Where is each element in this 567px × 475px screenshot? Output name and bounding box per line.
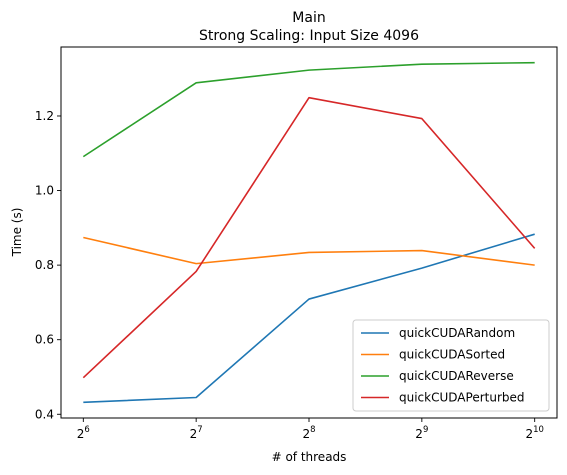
x-tick-label: 210 <box>525 425 543 441</box>
y-tick-label: 1.0 <box>35 184 54 198</box>
y-axis-label: Time (s) <box>10 208 24 258</box>
x-tick-label: 28 <box>302 425 315 441</box>
legend-box <box>352 319 550 412</box>
series-line-2 <box>83 236 535 266</box>
x-tick-label: 27 <box>190 425 203 441</box>
legend-label: quickCUDAPerturbed <box>399 391 525 405</box>
x-axis-label: # of threads <box>272 450 347 464</box>
legend-label: quickCUDARandom <box>399 326 515 340</box>
y-tick-label: 0.4 <box>35 407 54 421</box>
x-axis-ticks: 26 27 28 29 210 <box>77 418 544 441</box>
x-tick-label: 29 <box>415 425 428 441</box>
legend-label: quickCUDASorted <box>399 348 505 362</box>
plot-area: 26 27 28 29 210 0.4 0.6 0.8 1.0 1.2 <box>35 46 558 441</box>
series-line-1 <box>83 233 535 404</box>
y-tick-label: 0.6 <box>35 333 54 347</box>
y-tick-label: 0.8 <box>35 258 54 272</box>
x-tick-label: 26 <box>77 425 90 441</box>
chart-subtitle: Strong Scaling: Input Size 4096 <box>199 28 419 44</box>
legend: quickCUDARandom quickCUDASorted quickCUDAR… <box>352 319 550 412</box>
y-axis-ticks: 0.4 0.6 0.8 1.0 1.2 <box>35 109 61 421</box>
legend-label: quickCUDAReverse <box>399 369 514 383</box>
series-layer <box>82 61 536 404</box>
series-line-3 <box>82 61 535 158</box>
y-tick-label: 1.2 <box>35 109 54 123</box>
chart-title: Main <box>292 10 325 26</box>
series-line-4 <box>82 96 536 379</box>
